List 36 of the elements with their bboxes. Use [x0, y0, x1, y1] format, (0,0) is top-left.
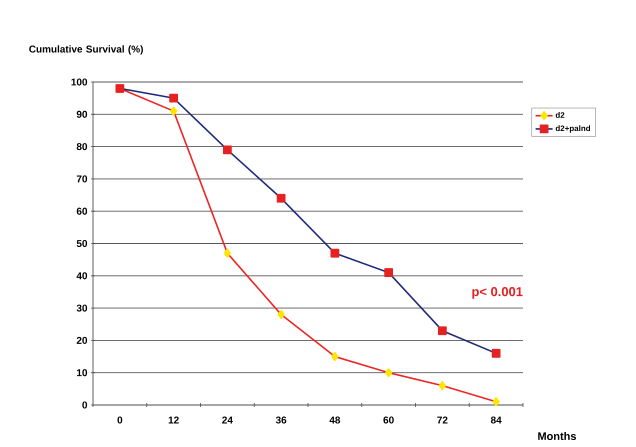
x-tick-label: 36 [276, 416, 286, 424]
point [276, 194, 286, 203]
point [170, 106, 178, 116]
point [277, 310, 285, 320]
x-tick-label: 72 [437, 416, 448, 424]
point [492, 348, 501, 358]
y-tick-label: 70 [76, 175, 88, 182]
y-axis-title: Cumulative Survival (%) [29, 45, 143, 55]
point [222, 145, 232, 154]
x-tick-label: 48 [329, 416, 340, 424]
x-tick-label: 12 [168, 416, 179, 424]
x-axis-title: Months [538, 432, 576, 440]
y-tick-label: 10 [77, 369, 88, 376]
point [438, 381, 446, 390]
y-tick-label: 0 [82, 401, 88, 409]
y-tick-label: 20 [76, 336, 88, 344]
y-tick-label: 40 [76, 272, 88, 280]
point [331, 352, 339, 362]
point [330, 248, 340, 258]
annotation: p< 0.001 [472, 287, 523, 299]
x-tick-label: 0 [117, 416, 122, 424]
y-tick-label: 50 [76, 240, 88, 248]
point [384, 268, 394, 277]
y-tick-label: 60 [76, 208, 88, 215]
x-tick-label: 84 [490, 416, 502, 424]
y-tick-label: 80 [76, 143, 88, 150]
point [224, 248, 232, 258]
y-tick-label: 30 [76, 304, 88, 312]
y-tick-label: 100 [71, 78, 88, 86]
point [492, 397, 500, 406]
x-tick-label: 24 [222, 416, 233, 424]
point [438, 326, 447, 336]
x-tick-label: 60 [383, 416, 394, 424]
point [169, 94, 178, 103]
point [384, 368, 392, 378]
y-tick-label: 90 [76, 110, 88, 118]
